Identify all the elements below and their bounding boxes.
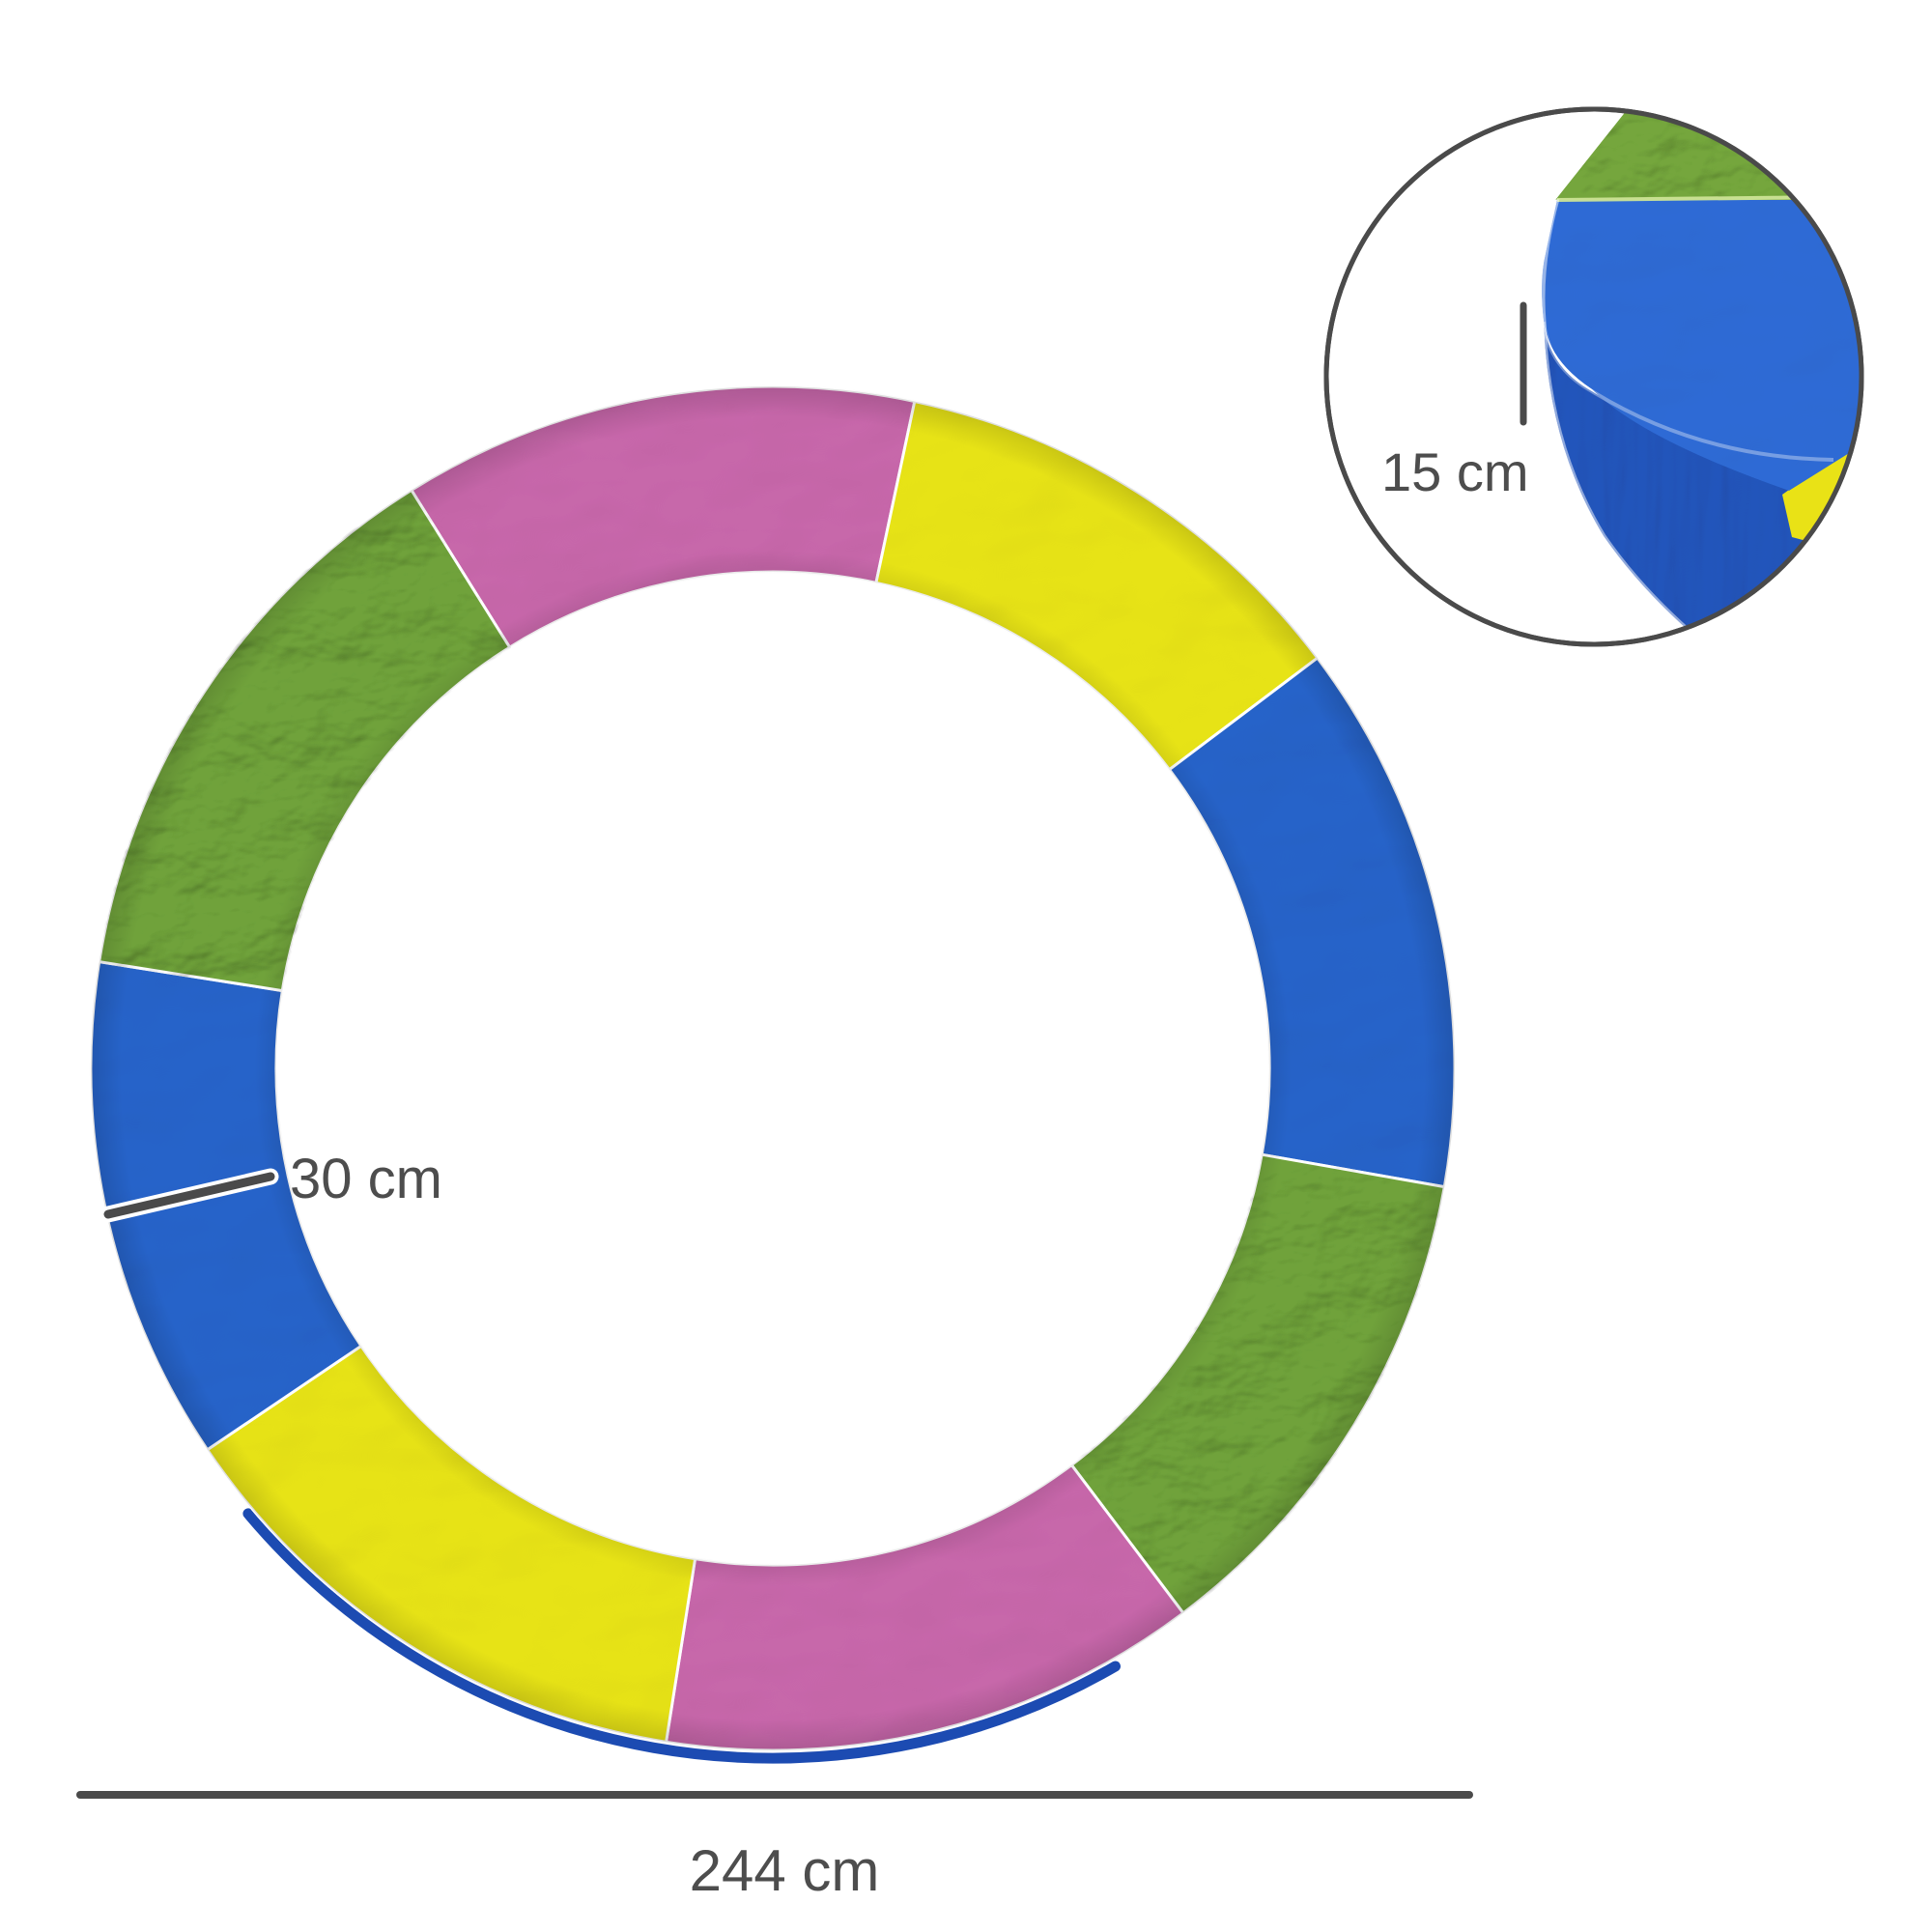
- inset-crease-highlight: [1542, 321, 1834, 462]
- pad-width-annotation: 30 cm: [99, 1148, 442, 1223]
- diameter-label: 244 cm: [690, 1838, 880, 1903]
- pad-width-label: 30 cm: [290, 1148, 442, 1210]
- inset-pad-top-surface: [1541, 195, 1861, 491]
- inset-front-edge-highlight: [1540, 198, 1741, 644]
- inset-outline-circle: [1323, 106, 1864, 647]
- inset-green-segment-wedge: [1555, 109, 1855, 200]
- width-dimension-line: [103, 1172, 275, 1219]
- thickness-detail-inset: 15 cm: [1323, 106, 1864, 647]
- diameter-annotation: 244 cm: [76, 1791, 1473, 1903]
- ring-rim-shading: [91, 386, 1456, 1750]
- thickness-label: 15 cm: [1381, 441, 1529, 502]
- ring-underside-edge: [242, 1508, 1121, 1764]
- pad-ring: [89, 384, 1457, 1764]
